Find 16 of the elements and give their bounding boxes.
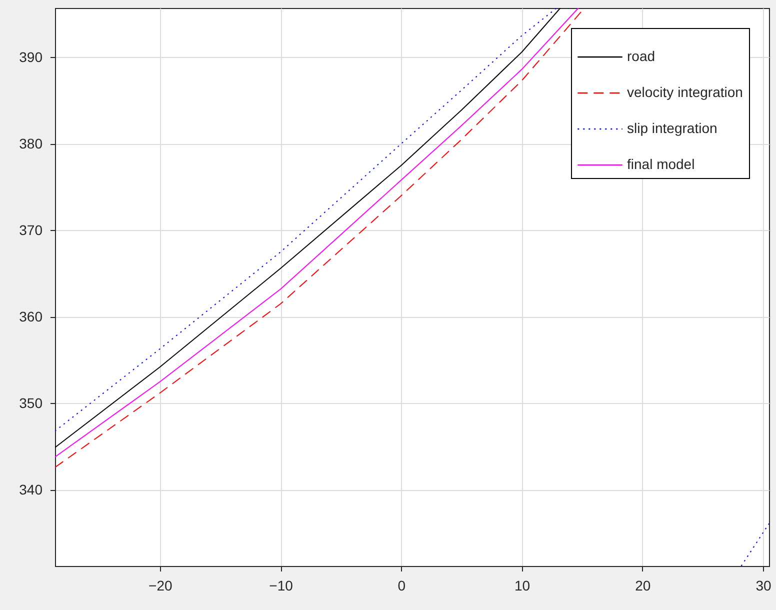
x-tick-label: 20 (635, 578, 651, 594)
y-tick-label: 380 (19, 135, 43, 152)
x-tick-label: −10 (269, 578, 294, 594)
x-tick-label: 30 (756, 578, 772, 594)
x-tick-label: 0 (398, 578, 406, 594)
y-tick-label: 350 (19, 394, 43, 411)
y-tick-label: 370 (19, 222, 43, 238)
y-tick-label: 360 (19, 308, 43, 324)
legend-label: final model (627, 156, 695, 172)
y-tick-label: 340 (19, 481, 43, 498)
x-tick-label: 10 (514, 578, 530, 594)
y-tick-label: 390 (19, 48, 43, 65)
legend-label: road (627, 48, 656, 64)
x-tick-label: −20 (148, 578, 173, 594)
legend-label: slip integration (627, 120, 718, 136)
legend-label: velocity integration (627, 84, 743, 100)
